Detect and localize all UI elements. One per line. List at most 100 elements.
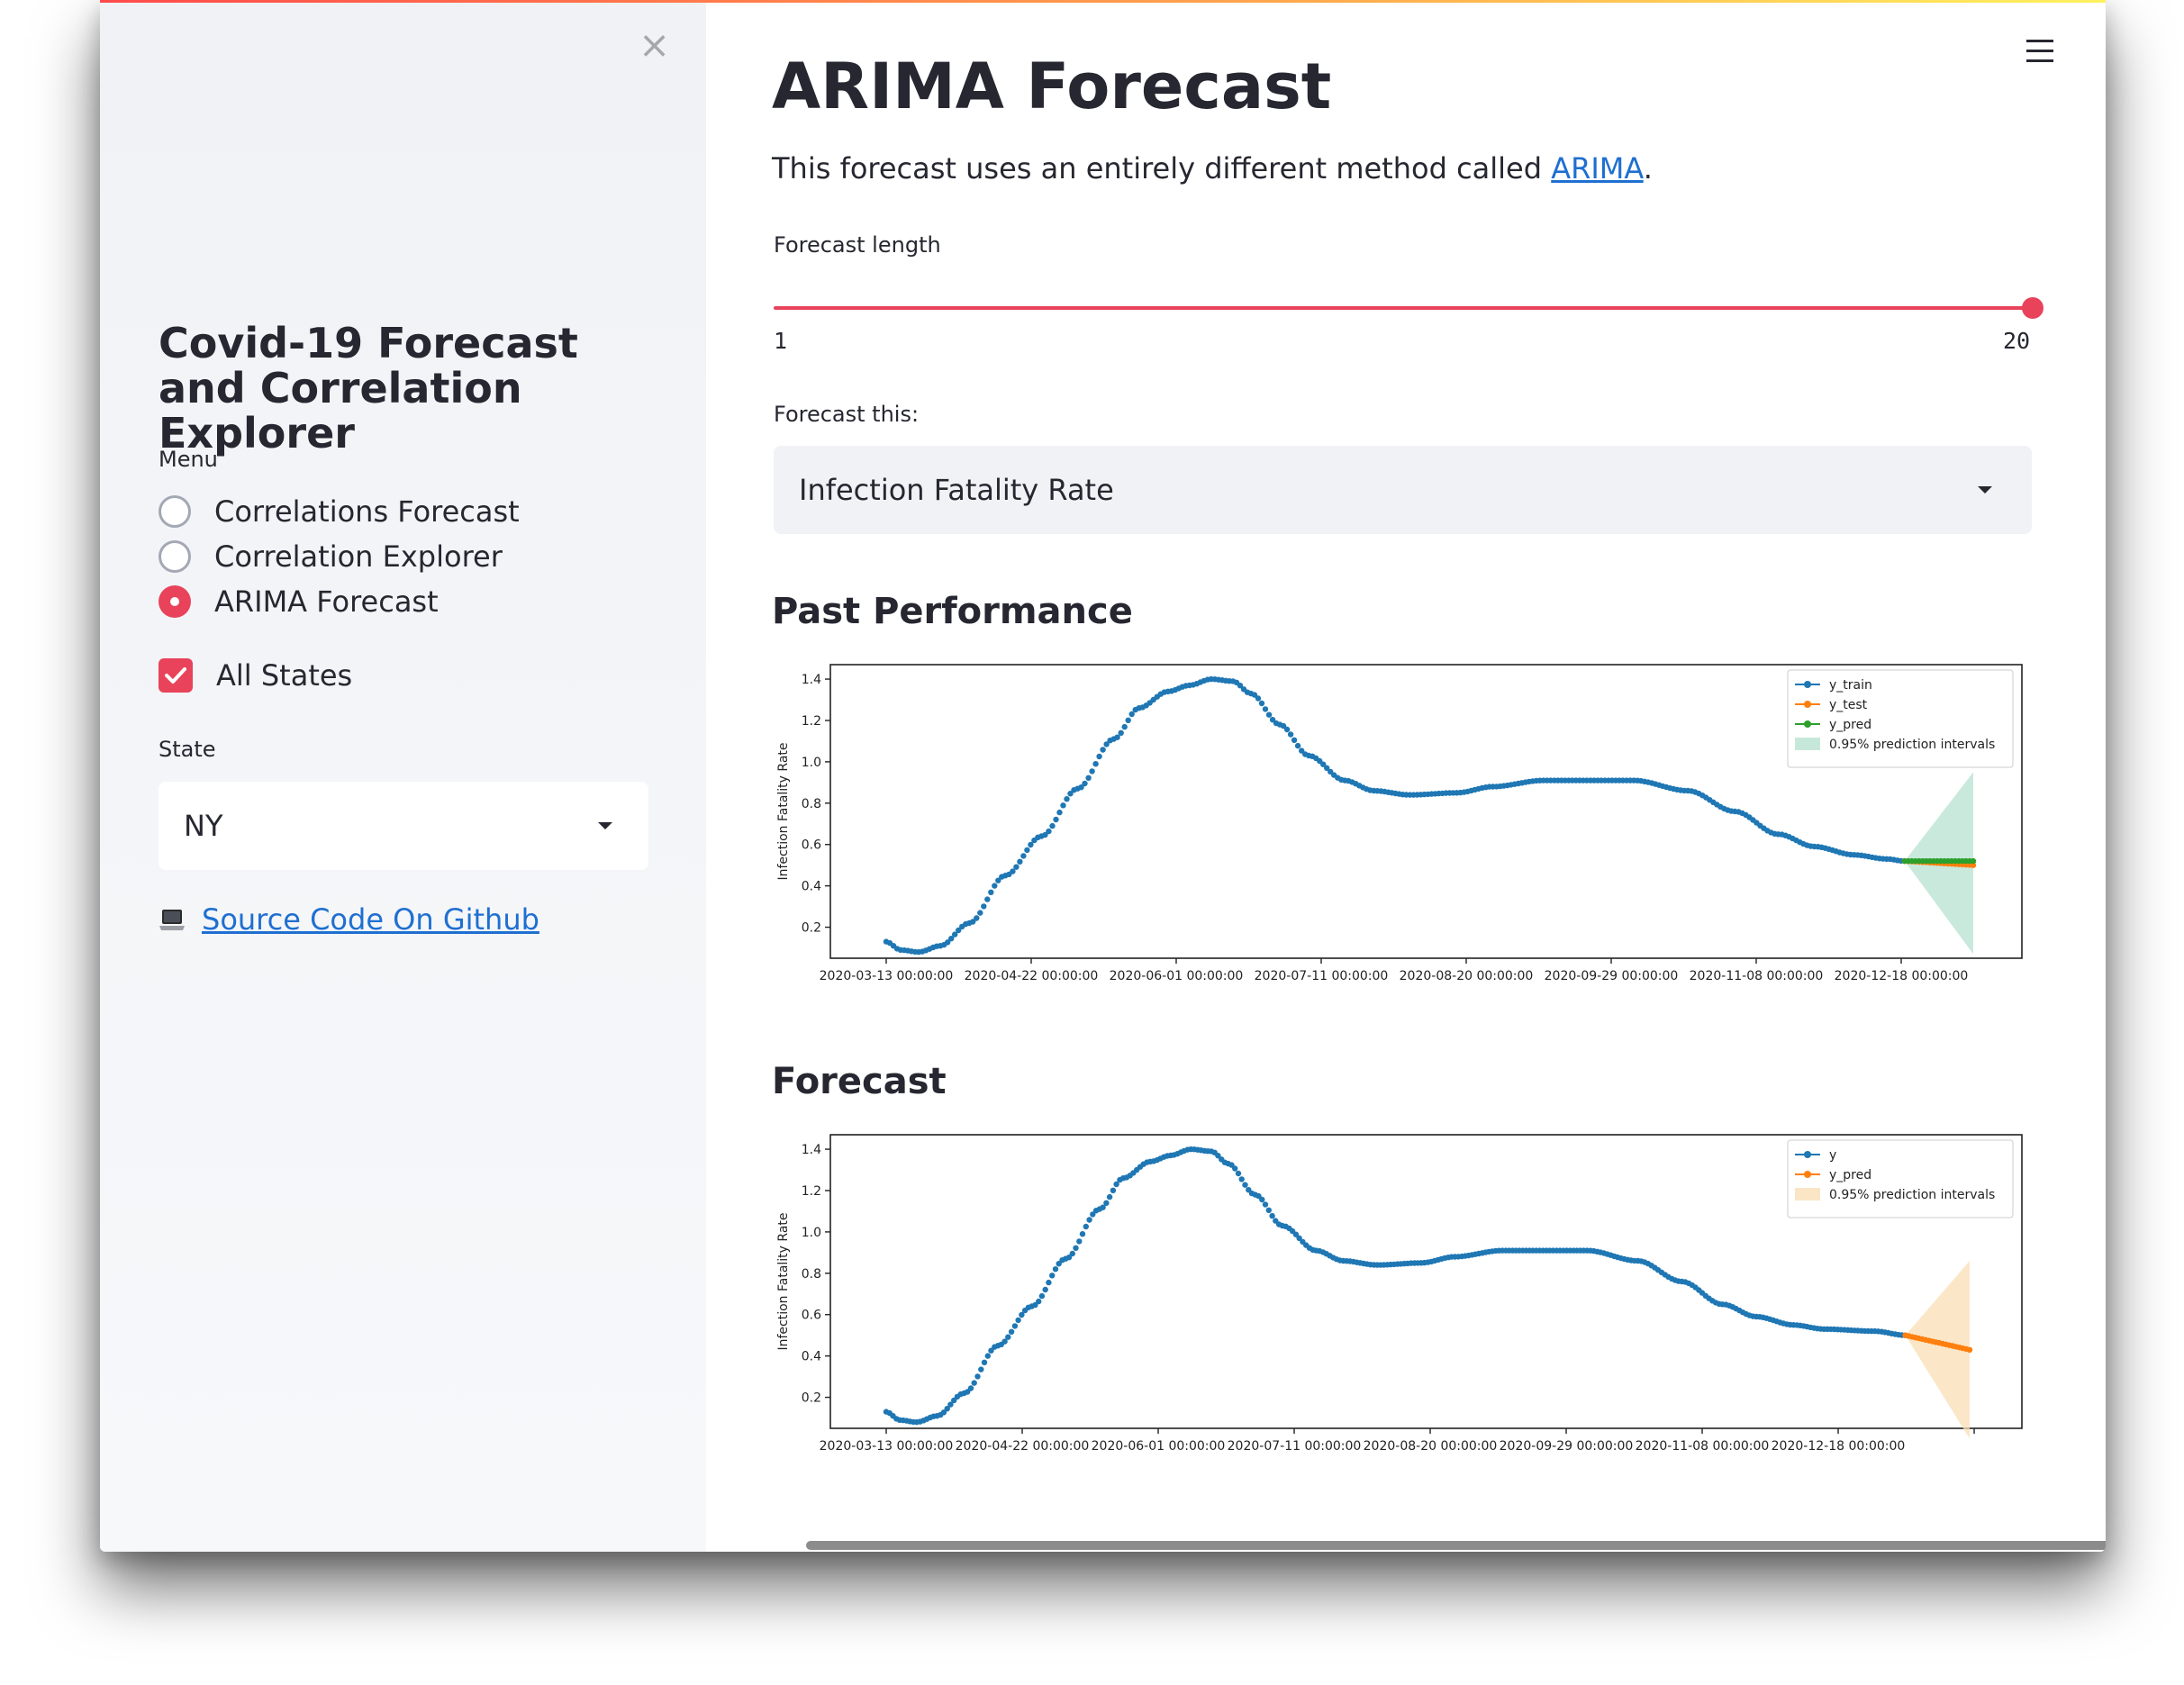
series-y_pred xyxy=(1901,857,1977,865)
data-point xyxy=(1100,747,1106,753)
radio-arima-forecast[interactable]: ARIMA Forecast xyxy=(159,582,439,621)
data-point xyxy=(945,939,951,946)
checkbox-checked-icon[interactable] xyxy=(159,658,193,693)
data-point xyxy=(1019,1311,1025,1318)
y-tick-label: 1.4 xyxy=(802,1143,821,1157)
legend-entry: 0.95% prediction intervals xyxy=(1829,738,1995,752)
radio-icon[interactable] xyxy=(159,540,191,573)
data-point xyxy=(1083,1223,1089,1230)
data-point xyxy=(1262,706,1269,712)
data-point xyxy=(1242,1182,1248,1188)
radio-selected-icon[interactable] xyxy=(159,585,191,618)
data-point xyxy=(1113,1181,1119,1188)
x-tick-label: 2020-08-20 00:00:00 xyxy=(1364,1439,1498,1454)
forecast-length-slider-thumb[interactable] xyxy=(2022,297,2044,319)
data-point xyxy=(1106,1193,1113,1200)
data-point xyxy=(948,936,955,942)
data-point xyxy=(1265,711,1273,718)
radio-icon[interactable] xyxy=(159,495,191,528)
x-tick-label: 2020-04-22 00:00:00 xyxy=(965,969,1099,983)
data-point xyxy=(1017,858,1023,865)
data-point xyxy=(1013,864,1020,870)
page-title: ARIMA Forecast xyxy=(772,50,1332,123)
intro-end: . xyxy=(1643,151,1653,186)
x-tick-label: 2020-09-29 00:00:00 xyxy=(1500,1439,1634,1454)
forecast-length-label: Forecast length xyxy=(774,232,941,258)
data-point xyxy=(1125,717,1131,723)
horizontal-scrollbar[interactable] xyxy=(806,1541,2106,1550)
data-point xyxy=(1049,822,1056,829)
top-decoration-bar xyxy=(100,0,2106,3)
forecast-this-value: Infection Fatality Rate xyxy=(799,473,1114,507)
data-point xyxy=(1036,1298,1042,1305)
data-point xyxy=(1086,1217,1092,1223)
forecast-title: Forecast xyxy=(772,1061,947,1102)
data-point xyxy=(1053,816,1059,823)
legend-box xyxy=(1787,669,2014,768)
data-point xyxy=(1283,726,1291,733)
forecast-length-slider-track[interactable] xyxy=(774,306,2032,310)
data-point xyxy=(956,927,962,934)
data-point xyxy=(1011,1323,1019,1329)
y-tick-label: 0.6 xyxy=(802,838,821,853)
data-point xyxy=(1046,828,1052,835)
arima-link[interactable]: ARIMA xyxy=(1551,151,1644,186)
y-tick-label: 0.4 xyxy=(802,880,821,894)
data-point xyxy=(974,915,980,921)
slider-min-label: 1 xyxy=(774,328,788,354)
radio-label: Correlation Explorer xyxy=(214,539,503,574)
past-performance-title: Past Performance xyxy=(772,591,1133,632)
data-point xyxy=(977,910,983,916)
data-point xyxy=(1110,1187,1117,1193)
data-point xyxy=(978,1366,984,1372)
data-point xyxy=(1251,692,1258,698)
close-sidebar-icon[interactable]: × xyxy=(639,23,671,67)
y-axis-label: Infection Fatality Rate xyxy=(776,1212,791,1350)
data-point xyxy=(1238,1176,1245,1182)
data-point xyxy=(970,919,976,925)
data-point xyxy=(1082,780,1088,787)
data-point xyxy=(1966,1346,1973,1353)
data-point xyxy=(1970,857,1977,865)
data-point xyxy=(1032,1301,1038,1309)
data-point xyxy=(1076,1238,1083,1245)
menu-label: Menu xyxy=(159,447,218,472)
x-tick-label: 2020-11-08 00:00:00 xyxy=(1636,1439,1770,1454)
data-point xyxy=(1100,1204,1106,1210)
data-point xyxy=(1090,1211,1096,1218)
radio-correlation-explorer[interactable]: Correlation Explorer xyxy=(159,537,503,576)
x-tick-label: 2020-06-01 00:00:00 xyxy=(1110,969,1244,983)
github-source-link[interactable]: Source Code On Github xyxy=(202,902,539,937)
all-states-checkbox[interactable]: All States xyxy=(159,656,352,695)
x-tick-label: 2020-12-18 00:00:00 xyxy=(1835,969,1969,983)
legend-marker xyxy=(1804,1151,1811,1158)
data-point xyxy=(1069,1250,1075,1257)
forecast-this-select[interactable]: Infection Fatality Rate xyxy=(774,446,2032,534)
state-select[interactable]: NY xyxy=(159,782,648,870)
hamburger-menu-icon[interactable] xyxy=(2026,40,2053,63)
data-point xyxy=(1280,722,1287,729)
main-content: ARIMA Forecast This forecast uses an ent… xyxy=(706,0,2106,1552)
prediction-interval-band xyxy=(1905,1261,1970,1439)
data-point xyxy=(965,1389,971,1395)
data-point xyxy=(1042,831,1048,838)
all-states-label: All States xyxy=(216,658,353,693)
legend-marker xyxy=(1804,681,1811,688)
data-point xyxy=(1092,761,1099,767)
data-point xyxy=(947,1401,954,1408)
data-point xyxy=(1259,1196,1265,1203)
data-point xyxy=(1232,1165,1238,1172)
sidebar-title: Covid-19 Forecast and Correlation Explor… xyxy=(159,319,578,457)
data-point xyxy=(1103,1200,1110,1206)
legend-entry: y xyxy=(1829,1148,1836,1163)
data-point xyxy=(1103,741,1110,747)
y-tick-label: 1.4 xyxy=(802,673,821,687)
data-point xyxy=(1294,742,1301,749)
data-point xyxy=(1056,1261,1062,1267)
github-link-row: Source Code On Github xyxy=(159,902,539,937)
data-point xyxy=(1001,1338,1008,1345)
x-tick-label: 2020-03-13 00:00:00 xyxy=(820,1439,954,1454)
data-point xyxy=(1060,802,1066,809)
radio-correlations-forecast[interactable]: Correlations Forecast xyxy=(159,492,520,531)
x-tick-label: 2020-04-22 00:00:00 xyxy=(956,1439,1090,1454)
